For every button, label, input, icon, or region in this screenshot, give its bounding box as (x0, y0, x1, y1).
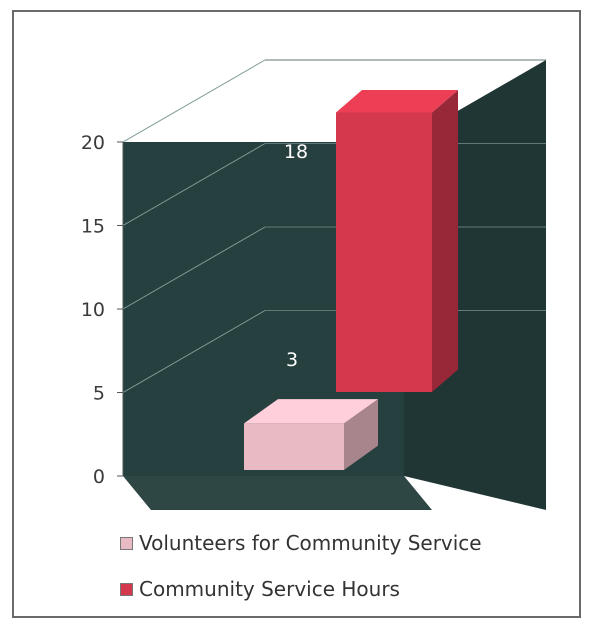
y-tick-label-5: 5 (93, 383, 105, 405)
data-label-1: 18 (284, 141, 308, 163)
bar-0-front (244, 423, 344, 470)
legend-item-volunteers: Volunteers for Community Service (120, 531, 482, 555)
bar-1-front (336, 112, 432, 392)
legend-swatch-volunteers (120, 536, 133, 550)
y-tick-label-15: 15 (81, 216, 105, 238)
bar-0: 3 (244, 349, 378, 470)
bar-1-top (336, 90, 458, 113)
bar-0-side (344, 399, 378, 470)
y-tick-label-20: 20 (81, 132, 105, 154)
chart-floor (123, 476, 432, 510)
legend-swatch-hours (120, 582, 133, 596)
bar-0-top (244, 399, 378, 424)
data-label-0: 3 (286, 349, 298, 371)
bar-1: 18 (284, 90, 458, 393)
y-tick-label-10: 10 (81, 299, 105, 321)
y-tick-label-0: 0 (93, 466, 105, 488)
chart-back-wall (123, 142, 404, 476)
bar-1-side (432, 90, 458, 393)
legend-label-hours: Community Service Hours (139, 577, 400, 601)
gridline-15 (122, 143, 266, 226)
legend-label-volunteers: Volunteers for Community Service (139, 531, 482, 555)
legend-item-hours: Community Service Hours (120, 577, 400, 601)
gridline-10 (122, 226, 266, 310)
gridline-5 (122, 310, 266, 393)
gridline-20 (122, 59, 266, 143)
